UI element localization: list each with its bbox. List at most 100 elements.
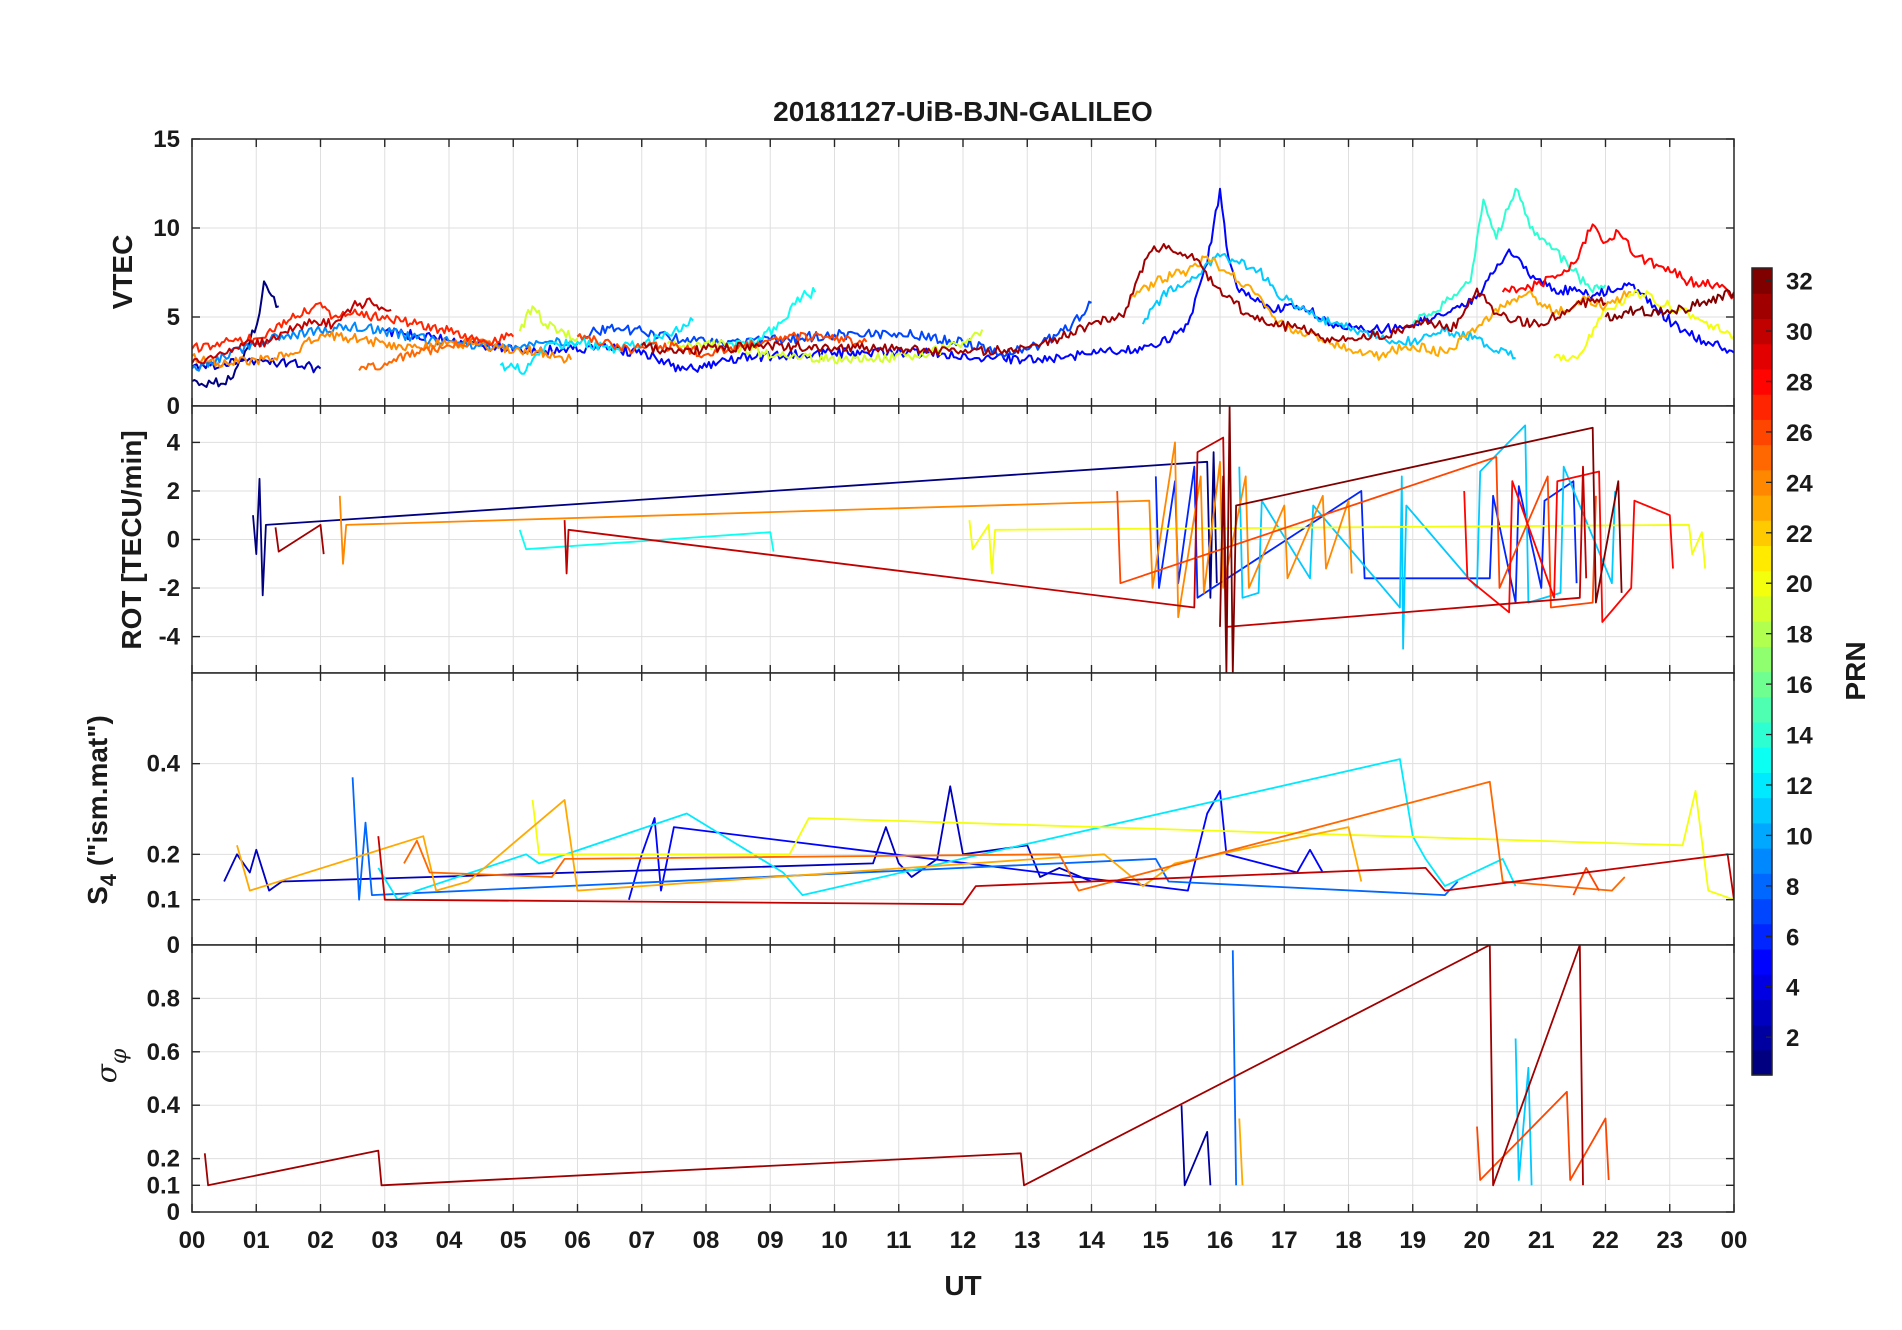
colorbar-segment: [1752, 772, 1772, 799]
colorbar-tick-label: 10: [1786, 823, 1813, 850]
series-trace: [724, 287, 817, 350]
series-trace: [1238, 424, 1616, 650]
colorbar-tick-label: 12: [1786, 773, 1813, 800]
y-tick-label: 0.4: [147, 1092, 181, 1119]
y-tick-label: 15: [153, 126, 180, 153]
colorbar-segment: [1752, 696, 1772, 723]
x-tick-label: 00: [1721, 1227, 1748, 1254]
colorbar-segment: [1752, 394, 1772, 420]
y-tick-label: -2: [159, 575, 180, 602]
x-tick-label: 01: [243, 1227, 270, 1254]
x-tick-label: 03: [371, 1227, 398, 1254]
series-trace: [641, 243, 1607, 357]
x-tick-label: 23: [1656, 1227, 1683, 1254]
colorbar-segment: [1752, 848, 1772, 874]
colorbar-tick-label: 6: [1786, 924, 1799, 951]
series-trace: [1219, 406, 1623, 673]
colorbar-segment: [1752, 1049, 1772, 1076]
colorbar-segment: [1752, 545, 1772, 572]
ylabel-sigma-phi: σφ: [90, 1048, 132, 1083]
colorbar-segment: [1752, 268, 1772, 294]
series-trace: [1231, 950, 1237, 1186]
colorbar-segment: [1752, 343, 1772, 370]
yticks-sigma-phi: 00.10.2 0.4 0.6 0.8: [147, 985, 1734, 1226]
y-tick-label: 10: [153, 215, 180, 242]
colorbar-segment: [1752, 1024, 1772, 1051]
series-trace: [563, 436, 1588, 628]
ylabel-rot: ROT [TECU/min]: [116, 430, 147, 649]
series-trace: [499, 317, 694, 375]
x-tick-label: 08: [693, 1227, 720, 1254]
y-tick-label: 2: [167, 478, 180, 505]
series-trace: [1604, 288, 1734, 322]
colorbar-segment: [1752, 822, 1772, 849]
x-tick-label: 22: [1592, 1227, 1619, 1254]
xlabel: UT: [944, 1270, 981, 1301]
panel-sigma-phi: 00.10.2 0.4 0.6 0.8 σφ: [90, 944, 1735, 1226]
x-tick-label: 16: [1207, 1227, 1234, 1254]
y-tick-label: 0.6: [147, 1039, 180, 1066]
colorbar-segment: [1752, 721, 1772, 748]
ylabel-vtec: VTEC: [107, 235, 138, 310]
series-trace: [1141, 252, 1516, 360]
panel-rot: -4 -2 0 2 4 ROT [TECU/min]: [116, 405, 1735, 674]
x-tick-label: 15: [1142, 1227, 1169, 1254]
colorbar-tick-label: 24: [1786, 470, 1813, 497]
colorbar-tick-label: 28: [1786, 369, 1813, 396]
x-tick-label: 10: [821, 1227, 848, 1254]
colorbar-segment: [1752, 948, 1772, 975]
colorbar-segment: [1752, 898, 1772, 925]
series-trace: [968, 520, 1706, 575]
colorbar-segment: [1752, 293, 1772, 320]
ylabel-s4: S4 ("ism.mat"): [82, 715, 121, 905]
series-trace: [274, 524, 325, 555]
x-tick-labels: 00 01 02 03 04 05 06 07 08 09 10 11 12 13 14 15 16 17 18 19…: [179, 1227, 1748, 1254]
colorbar-tick-label: 22: [1786, 521, 1813, 548]
colorbar-segment: [1752, 595, 1772, 622]
y-tick-label: 0: [167, 527, 180, 554]
colorbar-segment: [1752, 923, 1772, 950]
panel-vtec: 0 5 10 15 VTEC: [107, 126, 1735, 420]
x-tick-label: 05: [500, 1227, 527, 1254]
yticks-rot: -4 -2 0 2 4: [159, 429, 1734, 651]
colorbar-segment: [1752, 621, 1772, 647]
y-tick-label: 0.1: [147, 1172, 180, 1199]
colorbar-tick-label: 16: [1786, 672, 1813, 699]
y-tick-label: 0.2: [147, 1146, 180, 1173]
series-trace: [1116, 456, 1597, 609]
colorbar-segment: [1752, 873, 1772, 900]
colorbar-tick-label: 26: [1786, 420, 1813, 447]
colorbar-segment: [1752, 444, 1772, 471]
colorbar-segments: [1752, 268, 1772, 1076]
series-trace: [1238, 1118, 1244, 1186]
y-tick-label: 4: [167, 429, 181, 456]
x-tick-label: 20: [1464, 1227, 1491, 1254]
traces-vtec: [192, 187, 1734, 388]
series-trace: [1129, 255, 1632, 361]
series-trace: [1463, 470, 1674, 623]
x-tick-label: 06: [564, 1227, 591, 1254]
series-trace: [358, 336, 495, 371]
x-tick-label: 13: [1014, 1227, 1041, 1254]
series-trace: [338, 441, 1353, 619]
series-trace: [1553, 288, 1734, 362]
yticks-s4: 0 0.1 0.2 0.4: [147, 751, 1734, 959]
colorbar-segment: [1752, 747, 1772, 773]
series-trace: [1476, 1090, 1610, 1181]
colorbar-tick-label: 14: [1786, 723, 1813, 750]
y-tick-label: 5: [167, 304, 180, 331]
axes-box-sigma-phi: [191, 944, 1735, 1213]
y-tick-label: 0.8: [147, 985, 180, 1012]
series-trace: [252, 451, 1218, 599]
series-trace: [192, 330, 573, 369]
y-tick-label: -4: [159, 624, 181, 651]
colorbar-frame: [1751, 267, 1773, 1076]
y-tick-label: 0.2: [147, 841, 180, 868]
y-tick-label: 0.1: [147, 887, 180, 914]
series-trace: [1514, 1038, 1533, 1186]
traces-s4: [223, 758, 1734, 906]
y-tick-label: 0: [167, 1199, 180, 1226]
traces-sigma-phi: [203, 945, 1610, 1187]
series-trace: [576, 331, 868, 359]
